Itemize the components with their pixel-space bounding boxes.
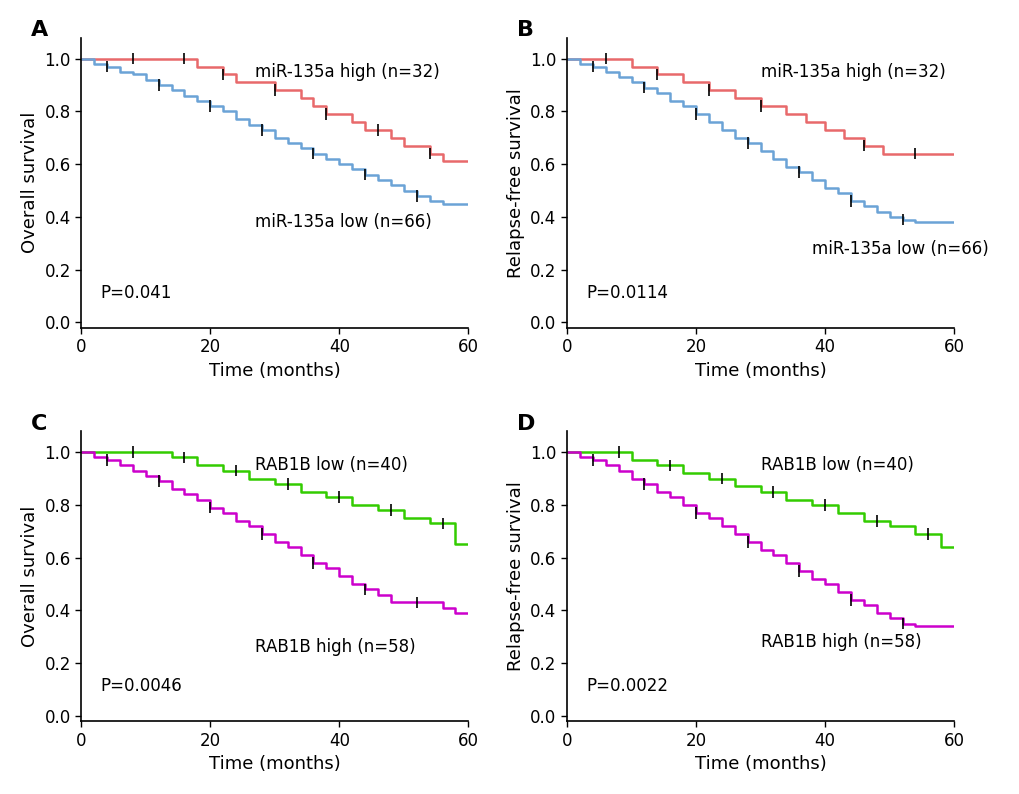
X-axis label: Time (months): Time (months) bbox=[209, 361, 340, 380]
Y-axis label: Overall survival: Overall survival bbox=[20, 506, 39, 647]
Y-axis label: Overall survival: Overall survival bbox=[20, 112, 39, 253]
Text: D: D bbox=[517, 414, 535, 434]
Text: RAB1B low (n=40): RAB1B low (n=40) bbox=[255, 457, 408, 474]
Text: A: A bbox=[31, 20, 48, 40]
Text: miR-135a low (n=66): miR-135a low (n=66) bbox=[811, 240, 988, 257]
X-axis label: Time (months): Time (months) bbox=[209, 755, 340, 773]
X-axis label: Time (months): Time (months) bbox=[694, 361, 825, 380]
Text: miR-135a low (n=66): miR-135a low (n=66) bbox=[255, 213, 432, 231]
Text: RAB1B high (n=58): RAB1B high (n=58) bbox=[255, 638, 416, 657]
Text: miR-135a high (n=32): miR-135a high (n=32) bbox=[760, 63, 945, 81]
Y-axis label: Relapse-free survival: Relapse-free survival bbox=[506, 481, 524, 671]
Text: P=0.0022: P=0.0022 bbox=[586, 677, 667, 696]
Y-axis label: Relapse-free survival: Relapse-free survival bbox=[506, 87, 524, 278]
Text: P=0.041: P=0.041 bbox=[101, 283, 172, 302]
Text: P=0.0046: P=0.0046 bbox=[101, 677, 182, 696]
Text: C: C bbox=[31, 414, 47, 434]
X-axis label: Time (months): Time (months) bbox=[694, 755, 825, 773]
Text: RAB1B low (n=40): RAB1B low (n=40) bbox=[760, 457, 913, 474]
Text: RAB1B high (n=58): RAB1B high (n=58) bbox=[760, 633, 920, 651]
Text: miR-135a high (n=32): miR-135a high (n=32) bbox=[255, 63, 440, 81]
Text: B: B bbox=[517, 20, 533, 40]
Text: P=0.0114: P=0.0114 bbox=[586, 283, 667, 302]
